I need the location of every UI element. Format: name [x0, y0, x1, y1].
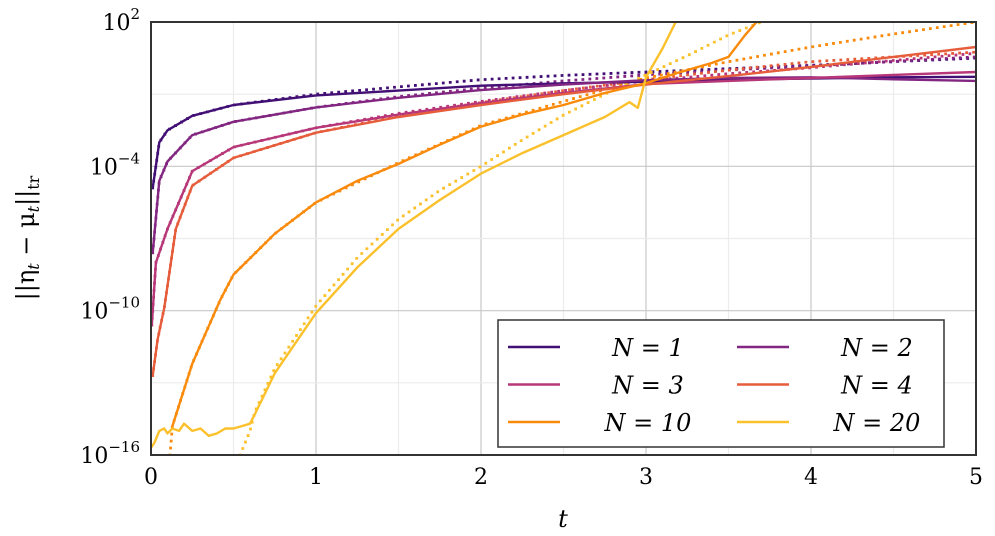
y-tick-labels: 102 10−4 10−10 10−16 — [80, 5, 140, 469]
y-tick-label: 10−16 — [80, 438, 140, 469]
x-tick-label: 2 — [474, 465, 488, 490]
y-tick-label: 10−10 — [80, 294, 140, 325]
series-line-dotted — [151, 51, 976, 327]
x-tick-label: 5 — [969, 465, 983, 490]
x-tick-label: 3 — [639, 465, 653, 490]
y-tick-label: 102 — [102, 5, 140, 36]
series-line-dotted — [238, 22, 764, 455]
series-lines — [151, 22, 976, 455]
legend-label: N = 20 — [833, 409, 921, 437]
legend-label: N = 3 — [611, 372, 684, 400]
x-tick-label: 0 — [144, 465, 158, 490]
series-line — [151, 45, 976, 376]
x-axis-label: t — [558, 505, 568, 533]
series-line — [151, 22, 677, 449]
series-line — [151, 70, 976, 326]
series-line-dotted — [151, 55, 976, 255]
legend-label: N = 4 — [840, 372, 913, 400]
series-line — [171, 22, 758, 427]
legend-label: N = 2 — [840, 334, 913, 362]
x-tick-label: 1 — [309, 465, 323, 490]
y-axis-label: ||ηt − μt||tr — [12, 175, 43, 300]
x-tick-label: 4 — [804, 465, 818, 490]
plot-frame — [150, 21, 977, 456]
legend: N = 1 N = 2 N = 3 N = 4 N = 10 N = 20 — [497, 319, 945, 448]
x-tick-labels: 0 1 2 3 4 5 — [144, 465, 983, 490]
legend-label: N = 10 — [604, 409, 692, 437]
y-tick-label: 10−4 — [90, 149, 140, 180]
legend-box — [497, 319, 945, 448]
legend-label: N = 1 — [611, 334, 684, 362]
